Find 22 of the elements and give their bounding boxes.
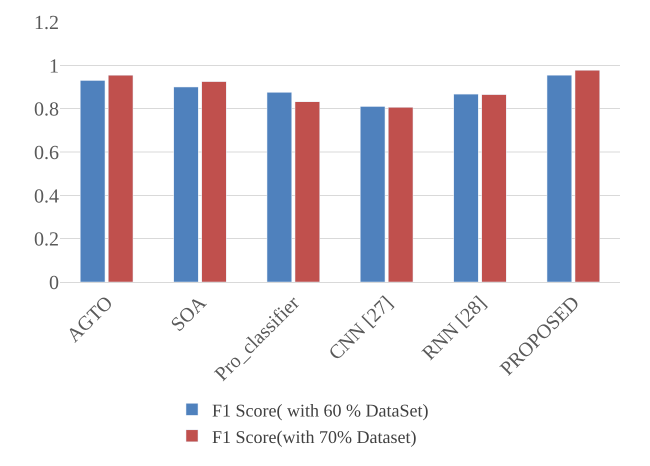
bar [453, 94, 479, 282]
bar [108, 75, 134, 282]
x-tick-label: SOA [166, 292, 211, 336]
bar [574, 70, 600, 282]
bar [546, 75, 572, 282]
y-tick-label: 1 [49, 55, 59, 78]
bar [481, 94, 507, 282]
bar [266, 92, 292, 282]
bar [388, 107, 414, 282]
y-tick-label: 0.2 [34, 228, 59, 251]
bar [201, 81, 227, 282]
y-tick-label: 1.2 [34, 12, 59, 34]
bar [294, 101, 320, 282]
y-tick-label: 0 [49, 272, 59, 294]
y-tick-label: 0.6 [34, 142, 59, 164]
legend-label: F1 Score(with 70% Dataset) [212, 426, 416, 447]
y-tick-label: 0.4 [34, 185, 59, 208]
bar [80, 80, 106, 282]
bar [360, 106, 386, 282]
bar [173, 86, 199, 282]
y-tick-label: 0.8 [34, 98, 59, 121]
legend-label: F1 Score( with 60 % DataSet) [212, 400, 428, 420]
